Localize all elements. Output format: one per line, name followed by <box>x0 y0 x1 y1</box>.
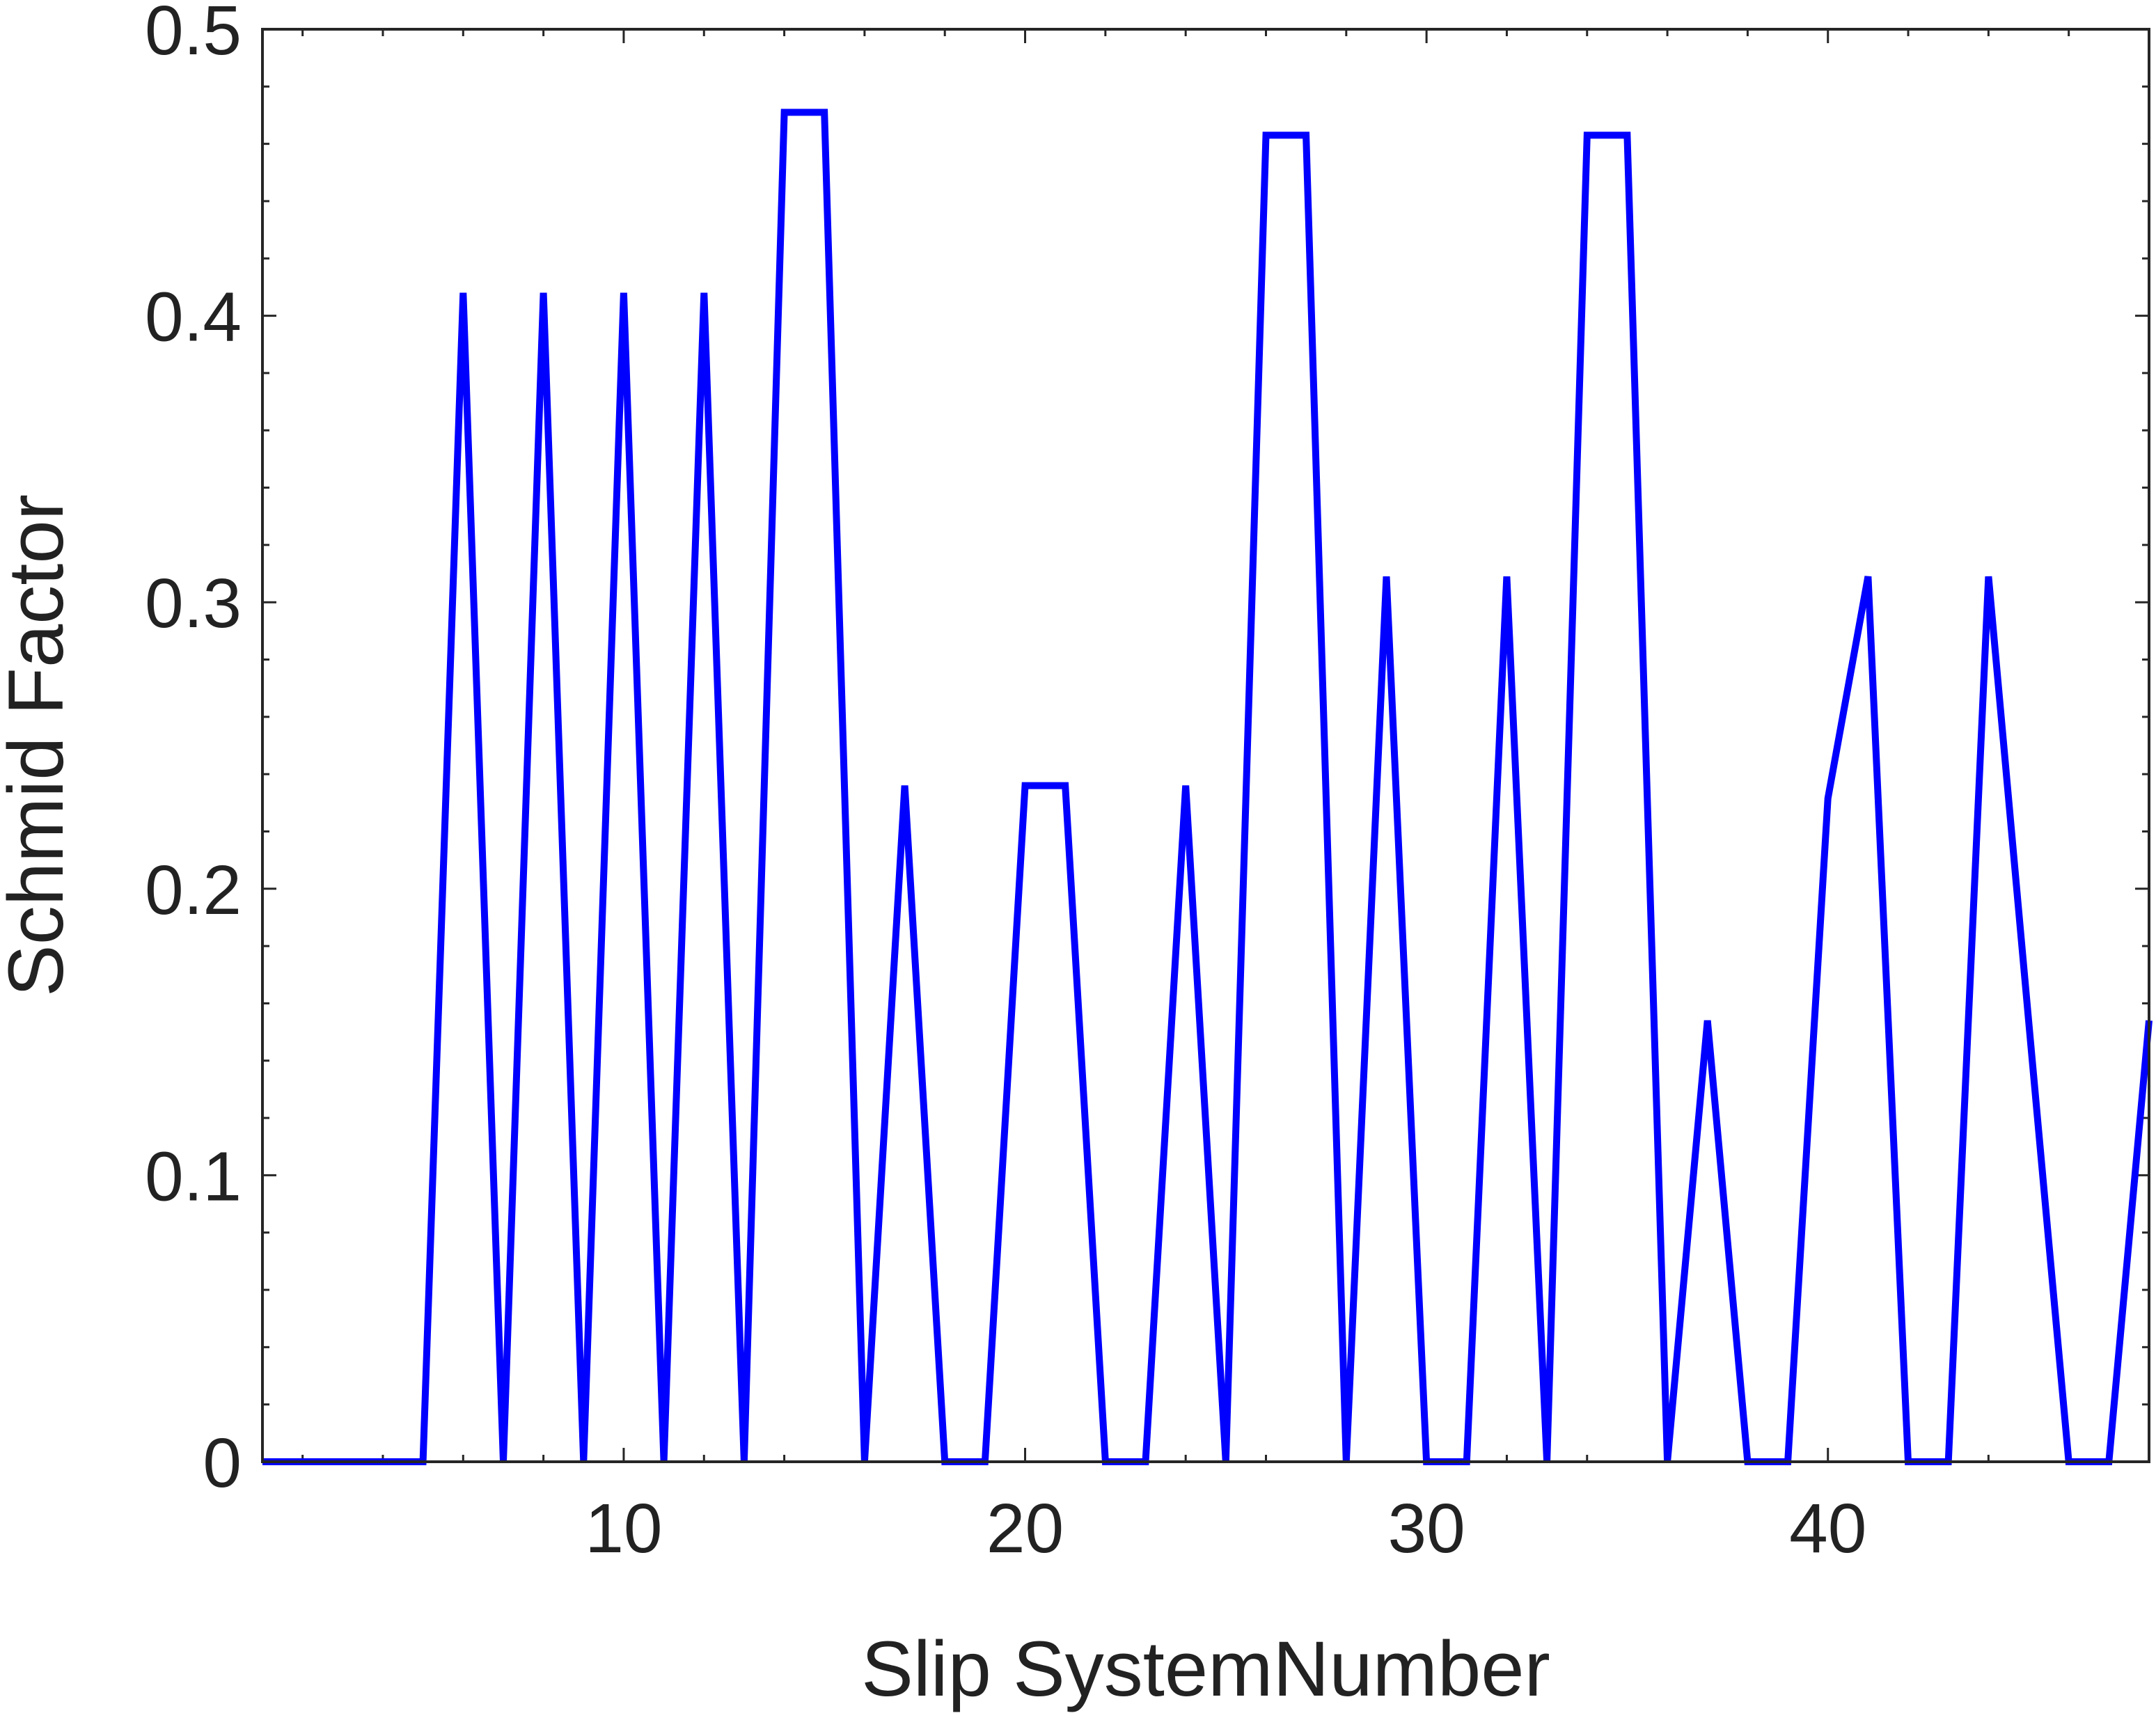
x-axis-label: Slip SystemNumber <box>861 1625 1550 1712</box>
tick-labels-layer: 0 0.1 0.2 0.3 0.4 0.5 10 20 30 40 <box>145 0 1866 1568</box>
x-tick-label: 10 <box>585 1490 662 1568</box>
plot-area <box>262 29 2149 1462</box>
y-tick-label: 0.2 <box>145 851 242 929</box>
y-tick-label: 0.4 <box>145 278 242 356</box>
y-tick-label: 0 <box>203 1424 242 1502</box>
x-tick-label: 30 <box>1388 1490 1465 1568</box>
y-axis-label: Schmid Factor <box>0 494 79 997</box>
series-line <box>262 109 2153 1465</box>
y-tick-label: 0.5 <box>145 0 242 70</box>
y-tick-label: 0.3 <box>145 565 242 642</box>
x-tick-label: 40 <box>1789 1490 1866 1568</box>
y-tick-label: 0.1 <box>145 1137 242 1215</box>
x-tick-label: 20 <box>986 1490 1064 1568</box>
plot-frame <box>261 28 2150 1463</box>
